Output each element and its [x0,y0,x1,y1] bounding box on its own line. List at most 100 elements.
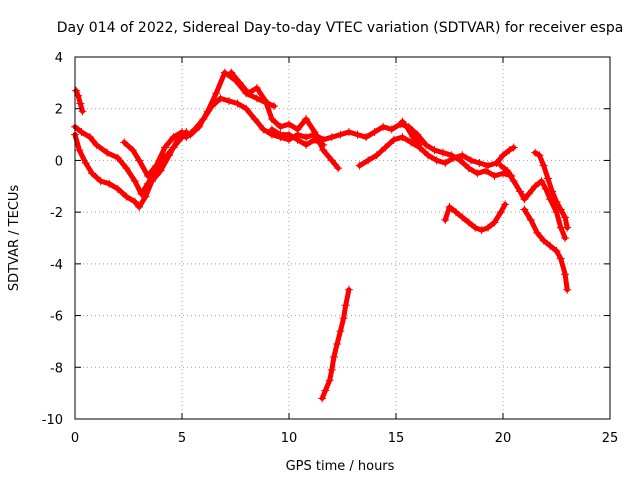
data-point [276,122,285,131]
data-point [432,156,441,165]
data-point [285,130,293,139]
data-point [130,197,139,206]
data-point [321,386,330,395]
data-point [310,135,319,144]
data-point [563,285,572,294]
data-point [319,140,328,149]
data-point [75,146,84,155]
data-point [302,140,311,149]
data-point [503,166,512,175]
data-point [267,125,276,134]
x-tick-label: 25 [602,431,619,446]
data-point [302,133,311,142]
x-tick-label: 15 [388,431,405,446]
data-point [310,127,319,136]
data-point [484,223,493,232]
x-tick-label: 0 [71,431,79,446]
data-point [327,365,336,374]
data-point [334,164,343,173]
data-point [76,99,85,108]
data-point [252,84,261,93]
data-point [415,140,424,149]
data-point [85,133,94,142]
data-point [441,215,450,224]
series-line [532,150,570,231]
data-point [77,127,86,136]
data-point [339,314,348,323]
data-point [561,270,570,279]
data-point [227,68,236,77]
data-point [293,135,302,144]
series-trace-11 [496,161,570,242]
data-point [552,246,561,255]
data-point [490,218,499,227]
series-line [121,129,185,179]
series-line [183,95,515,179]
data-point [169,143,178,152]
series-line [228,70,341,171]
data-point [387,125,396,134]
data-point [424,151,433,160]
data-point [492,159,501,168]
x-tick-label: 10 [281,431,298,446]
data-point [451,208,460,217]
data-point [235,78,244,87]
data-point [556,205,565,214]
data-point [199,115,208,124]
data-point [541,184,550,193]
data-point [499,151,507,160]
data-point [520,195,529,204]
data-point [501,200,510,209]
data-point [329,352,338,361]
data-point [141,192,150,201]
data-point [341,301,350,310]
data-point [302,115,311,124]
data-point [318,394,327,403]
data-point [381,143,390,152]
data-point [464,164,473,173]
data-point [143,179,152,188]
data-point [509,143,518,152]
data-point [120,138,129,147]
data-point [533,228,542,237]
data-point [563,223,572,232]
data-point [152,161,161,170]
data-point [122,164,131,173]
data-point [430,146,439,155]
data-point [458,151,467,160]
data-point [135,202,144,211]
data-point [481,166,490,175]
data-point [81,159,90,168]
chart-title: Day 014 of 2022, Sidereal Day-to-day VTE… [57,20,624,36]
data-point [439,148,448,157]
series-trace-10 [441,200,510,235]
series-trace-12 [531,148,572,232]
data-point [270,102,279,111]
data-point [105,179,114,188]
data-point [216,94,225,103]
series-trace-5 [182,94,516,180]
data-point [406,138,415,147]
y-tick-label: 2 [55,103,63,118]
series-line [319,287,352,401]
data-point [561,213,570,222]
data-point [552,208,561,217]
data-point [285,120,293,129]
data-point [250,115,259,124]
data-point [333,340,342,349]
data-point [516,187,525,196]
data-point [413,130,422,139]
data-point [113,153,122,162]
y-tick-label: -2 [50,206,63,221]
data-point [135,156,144,165]
data-point [96,177,105,186]
data-point [113,184,122,193]
data-point [182,133,191,142]
data-point [548,187,557,196]
series-trace-3 [72,86,87,116]
data-point [325,376,334,385]
data-point [509,177,518,186]
data-point [370,127,379,136]
data-point [556,254,565,263]
